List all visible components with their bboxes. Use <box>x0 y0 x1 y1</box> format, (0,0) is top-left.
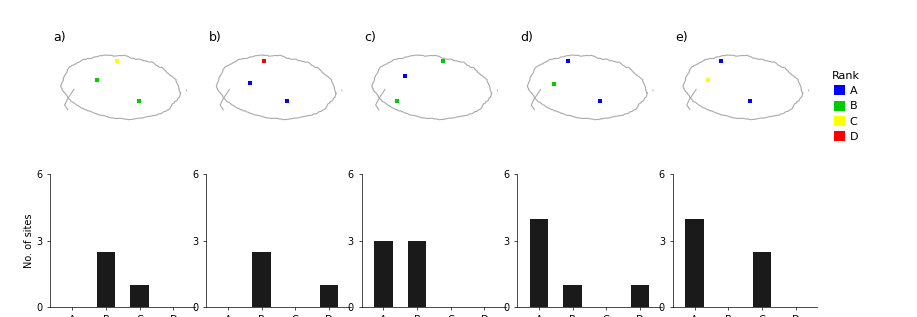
Bar <box>563 285 582 307</box>
Text: a): a) <box>53 31 66 44</box>
Text: e): e) <box>676 31 688 44</box>
Bar <box>685 219 703 307</box>
Bar <box>252 252 271 307</box>
Text: d): d) <box>520 31 533 44</box>
Y-axis label: No. of sites: No. of sites <box>24 214 34 268</box>
Bar <box>408 241 426 307</box>
Bar <box>631 285 649 307</box>
Text: c): c) <box>364 31 376 44</box>
Bar <box>320 285 338 307</box>
Bar <box>530 219 548 307</box>
Bar <box>97 252 116 307</box>
Legend: A, B, C, D: A, B, C, D <box>830 69 862 144</box>
Bar <box>374 241 392 307</box>
Bar <box>753 252 771 307</box>
Text: b): b) <box>209 31 222 44</box>
Bar <box>130 285 149 307</box>
